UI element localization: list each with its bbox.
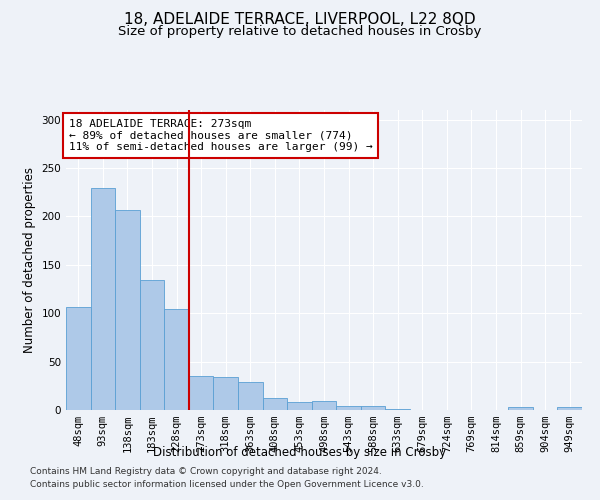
Text: Contains public sector information licensed under the Open Government Licence v3: Contains public sector information licen… bbox=[30, 480, 424, 489]
Bar bbox=[140, 280, 164, 410]
Bar bbox=[361, 406, 385, 410]
Text: Distribution of detached houses by size in Crosby: Distribution of detached houses by size … bbox=[154, 446, 446, 459]
Bar bbox=[287, 402, 312, 410]
Text: Size of property relative to detached houses in Crosby: Size of property relative to detached ho… bbox=[118, 25, 482, 38]
Bar bbox=[66, 308, 91, 410]
Bar bbox=[189, 376, 214, 410]
Bar bbox=[263, 398, 287, 410]
Text: 18 ADELAIDE TERRACE: 273sqm
← 89% of detached houses are smaller (774)
11% of se: 18 ADELAIDE TERRACE: 273sqm ← 89% of det… bbox=[68, 119, 373, 152]
Bar bbox=[214, 377, 238, 410]
Bar bbox=[91, 188, 115, 410]
Bar bbox=[557, 407, 582, 410]
Bar bbox=[385, 409, 410, 410]
Text: 18, ADELAIDE TERRACE, LIVERPOOL, L22 8QD: 18, ADELAIDE TERRACE, LIVERPOOL, L22 8QD bbox=[124, 12, 476, 28]
Bar bbox=[164, 310, 189, 410]
Bar bbox=[238, 382, 263, 410]
Bar bbox=[508, 407, 533, 410]
Bar bbox=[115, 210, 140, 410]
Bar bbox=[312, 402, 336, 410]
Bar bbox=[336, 406, 361, 410]
Y-axis label: Number of detached properties: Number of detached properties bbox=[23, 167, 36, 353]
Text: Contains HM Land Registry data © Crown copyright and database right 2024.: Contains HM Land Registry data © Crown c… bbox=[30, 467, 382, 476]
